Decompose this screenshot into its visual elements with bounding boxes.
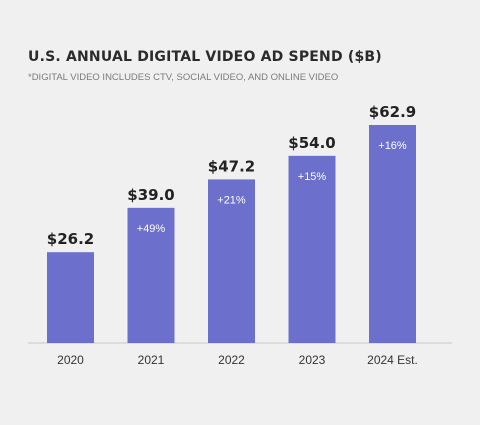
- value-label-4: $62.9: [369, 103, 416, 121]
- growth-label-2: +21%: [217, 194, 246, 206]
- category-label-1: 2021: [138, 353, 165, 367]
- bar-2: [208, 179, 255, 343]
- bar-3: [288, 155, 336, 343]
- value-label-1: $39.0: [127, 186, 174, 204]
- category-label-0: 2020: [57, 353, 84, 367]
- value-label-0: $26.2: [47, 230, 94, 248]
- bar-4: [369, 125, 416, 343]
- growth-label-3: +15%: [298, 171, 327, 183]
- bar-0: [47, 252, 94, 343]
- growth-label-4: +16%: [378, 140, 407, 152]
- chart-title: U.S. ANNUAL DIGITAL VIDEO AD SPEND ($B): [28, 49, 382, 65]
- category-label-4: 2024 Est.: [367, 353, 418, 367]
- chart-subtitle: *DIGITAL VIDEO INCLUDES CTV, SOCIAL VIDE…: [28, 72, 339, 83]
- category-label-3: 2023: [299, 353, 326, 367]
- category-label-2: 2022: [218, 353, 245, 367]
- growth-label-1: +49%: [137, 223, 166, 235]
- bar-1: [127, 207, 175, 343]
- value-label-3: $54.0: [288, 134, 335, 152]
- value-label-2: $47.2: [208, 157, 255, 175]
